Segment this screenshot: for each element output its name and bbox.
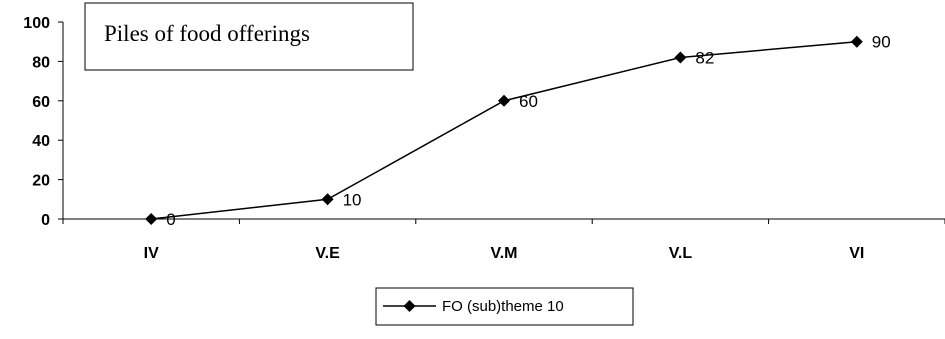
series-layer: 0 10 60 82 90 <box>145 33 891 229</box>
legend-series-label: FO (sub)theme 10 <box>442 298 564 315</box>
y-tick-label: 20 <box>32 173 50 190</box>
y-tick-label: 40 <box>32 133 50 150</box>
data-point-marker <box>145 213 158 225</box>
data-label: 0 <box>166 210 175 229</box>
y-tick-label: 60 <box>32 94 50 111</box>
y-axis-ticks: 0 20 40 60 80 100 <box>23 15 63 229</box>
legend-diamond-marker-icon <box>403 300 416 312</box>
y-tick-label: 0 <box>41 212 50 229</box>
title-box-frame <box>84 2 414 71</box>
x-tick-label: VI <box>849 245 864 262</box>
data-point-marker <box>498 94 510 107</box>
data-label: 10 <box>343 190 362 209</box>
data-point-marker <box>321 193 334 206</box>
y-tick-label: 80 <box>32 54 50 71</box>
data-label: 60 <box>519 92 538 111</box>
x-tick-label: V.L <box>669 245 693 262</box>
legend: FO (sub)theme 10 <box>375 287 634 326</box>
x-axis-ticks: IV V.E V.M V.L VI <box>62 219 945 262</box>
y-tick-label: 100 <box>23 15 50 32</box>
chart-title: Piles of food offerings <box>104 21 310 46</box>
x-tick-label: V.M <box>491 245 518 262</box>
data-label: 90 <box>872 33 891 52</box>
data-point-marker <box>850 35 863 48</box>
x-tick-label: IV <box>144 245 159 262</box>
legend-frame <box>375 287 634 326</box>
x-tick-label: V.E <box>315 245 340 262</box>
chart-title-box: Piles of food offerings <box>84 2 414 71</box>
axes <box>62 22 945 220</box>
data-point-marker <box>674 51 687 64</box>
data-label: 82 <box>695 48 714 67</box>
